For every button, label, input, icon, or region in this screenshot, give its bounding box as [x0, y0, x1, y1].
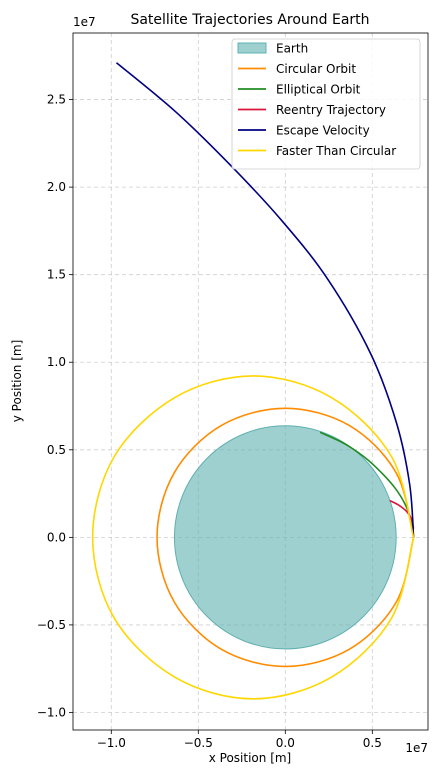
y-axis: −1.0 −0.5 0.0 0.5 1.0 1.5 2.0 2.5	[37, 93, 73, 719]
y-tick-label: 1.0	[47, 355, 66, 369]
x-tick-label: −1.0	[97, 736, 126, 750]
legend: Earth Circular Orbit Elliptical Orbit Reent…	[231, 38, 421, 170]
plot-area	[91, 62, 415, 700]
plot-frame	[72, 32, 429, 731]
legend-label-reentry-trajectory: Reentry Trajectory	[276, 103, 386, 117]
series-escape-velocity-line	[115, 62, 415, 538]
y-tick-label: 0.5	[47, 443, 66, 457]
y-tick-label: 1.5	[47, 268, 66, 282]
x-offset-label: 1e7	[405, 741, 428, 755]
legend-label-circular-orbit: Circular Orbit	[276, 62, 356, 76]
series-faster-than-circular-line	[91, 375, 415, 700]
legend-box	[231, 38, 421, 170]
chart-title: Satellite Trajectories Around Earth	[130, 12, 369, 28]
y-tick-label: 0.0	[47, 530, 66, 544]
legend-label-escape-velocity: Escape Velocity	[276, 124, 370, 138]
y-tick-label: −0.5	[37, 618, 66, 632]
y-offset-label: 1e7	[73, 15, 96, 29]
y-tick-label: −1.0	[37, 705, 66, 719]
legend-items: Earth Circular Orbit Elliptical Orbit Reent…	[237, 42, 396, 158]
legend-label-faster-than-circular: Faster Than Circular	[276, 144, 396, 158]
x-tick-label: −0.5	[184, 736, 213, 750]
y-tick-label: 2.0	[47, 180, 66, 194]
series-circular-orbit-line	[156, 407, 415, 668]
x-axis-label: x Position [m]	[209, 751, 292, 765]
y-tick-label: 2.5	[47, 93, 66, 107]
earth-disk	[173, 425, 397, 650]
x-tick-label: 0.0	[276, 736, 295, 750]
y-axis-label: y Position [m]	[10, 340, 24, 423]
legend-label-earth: Earth	[276, 42, 308, 56]
legend-label-elliptical-orbit: Elliptical Orbit	[276, 83, 361, 97]
legend-swatch-earth	[237, 42, 267, 54]
x-tick-label: 0.5	[363, 736, 382, 750]
x-axis: −1.0 −0.5 0.0 0.5	[97, 730, 382, 750]
